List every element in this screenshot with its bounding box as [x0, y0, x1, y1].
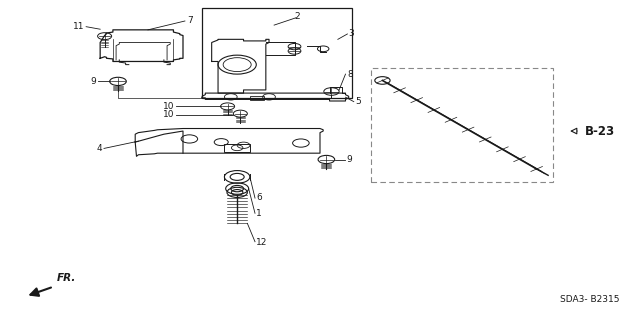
Bar — [371, 68, 552, 182]
Bar — [250, 96, 264, 100]
Text: SDA3- B2315: SDA3- B2315 — [560, 295, 620, 304]
Text: 8: 8 — [348, 70, 353, 78]
Text: 3: 3 — [349, 28, 355, 38]
Text: B-23: B-23 — [584, 124, 614, 137]
Text: 10: 10 — [163, 102, 175, 111]
Text: 12: 12 — [256, 238, 268, 247]
Text: 4: 4 — [97, 144, 102, 153]
Text: FR.: FR. — [57, 273, 76, 283]
Bar — [225, 144, 250, 152]
Text: 11: 11 — [73, 22, 84, 31]
Text: 9: 9 — [347, 155, 353, 164]
Text: 2: 2 — [294, 12, 300, 21]
Text: 6: 6 — [256, 193, 262, 202]
Text: 5: 5 — [355, 97, 361, 106]
Text: 1: 1 — [256, 209, 262, 218]
Bar — [202, 8, 352, 98]
Text: 10: 10 — [163, 110, 175, 119]
Text: 9: 9 — [90, 77, 96, 86]
Text: 7: 7 — [188, 17, 193, 26]
